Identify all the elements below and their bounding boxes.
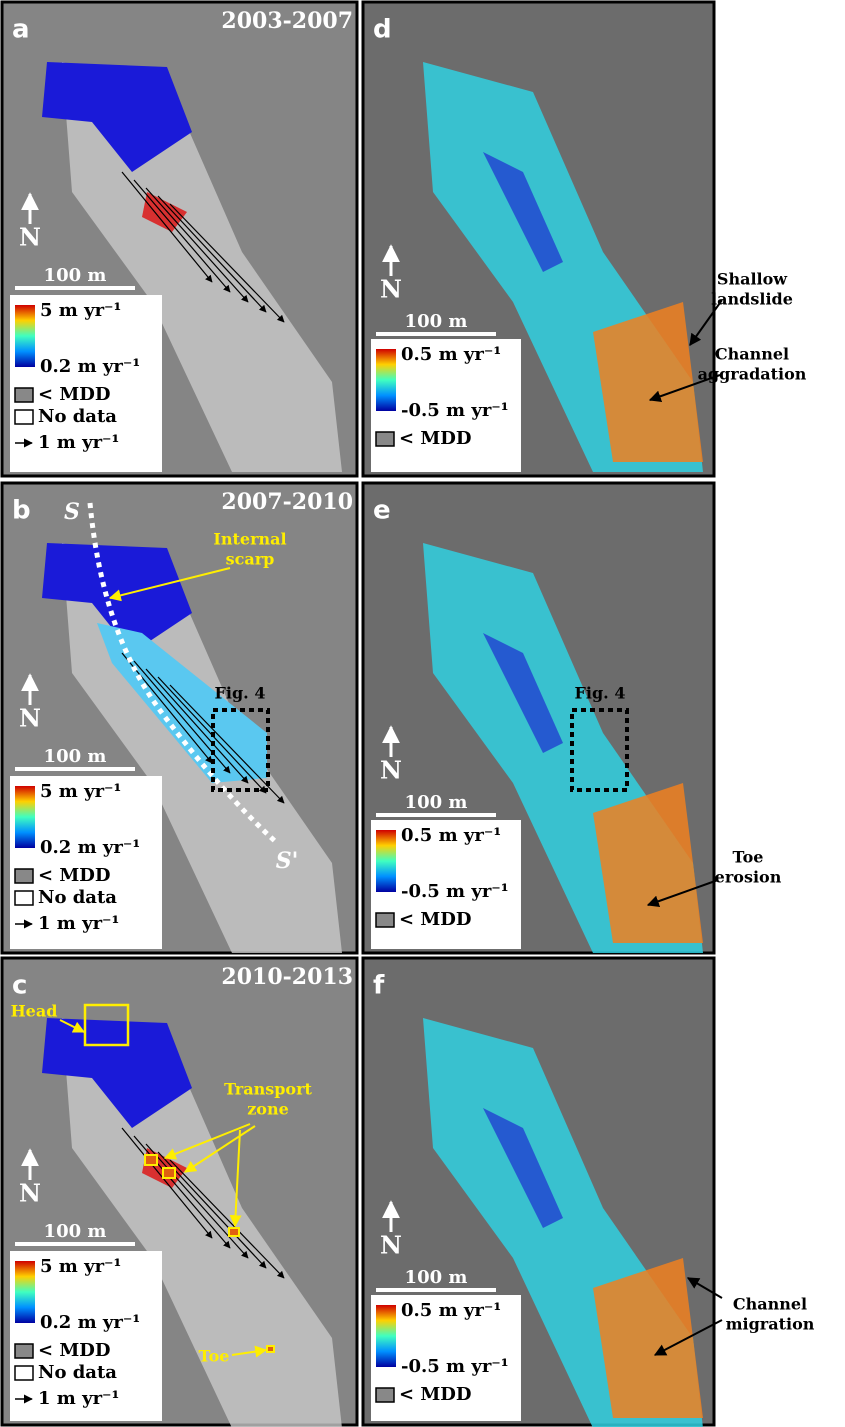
scale-label: 100 m	[405, 792, 468, 813]
colorbar	[376, 830, 396, 892]
north-label: N	[380, 1231, 402, 1260]
legend-max: 5 m yr⁻¹	[40, 1256, 121, 1277]
panel-letter: d	[373, 15, 392, 45]
period-label: 2003-2007	[221, 8, 353, 34]
legend-max: 0.5 m yr⁻¹	[401, 1300, 501, 1321]
annotation: migration	[726, 1315, 815, 1334]
colorbar	[15, 305, 35, 367]
nodata-swatch	[15, 410, 33, 424]
colorbar	[376, 349, 396, 411]
legend-max: 5 m yr⁻¹	[40, 300, 121, 321]
north-label: N	[19, 223, 41, 252]
colorbar	[15, 1261, 35, 1323]
figure: a2003-2007N100 m5 m yr⁻¹0.2 m yr⁻¹< MDDN…	[0, 0, 845, 1427]
legend-min: 0.2 m yr⁻¹	[40, 837, 140, 858]
panel-letter: a	[12, 15, 30, 45]
legend-min: 0.2 m yr⁻¹	[40, 1312, 140, 1333]
legend-min: -0.5 m yr⁻¹	[401, 881, 509, 902]
scale-label: 100 m	[44, 746, 107, 767]
annotation: Transport	[224, 1080, 312, 1099]
annotation: zone	[247, 1100, 289, 1119]
legend-mdd: < MDD	[38, 865, 111, 886]
legend-mdd: < MDD	[38, 1340, 111, 1361]
annotation: Fig. 4	[215, 684, 266, 703]
annotation: landslide	[711, 290, 793, 309]
region-box	[163, 1168, 175, 1178]
legend-nodata: No data	[38, 887, 117, 908]
mdd-swatch	[376, 913, 394, 927]
annotation: Channel	[715, 345, 789, 364]
panel-letter: c	[12, 971, 27, 1001]
panel: e N100 m 0.5 m yr⁻¹ -0.5 m yr⁻¹ < MDD Fig. 4 T…	[363, 483, 782, 953]
region-box	[229, 1228, 239, 1236]
annotation: erosion	[715, 868, 782, 887]
region-box	[145, 1155, 157, 1165]
north-label: N	[380, 275, 402, 304]
annotation: Fig. 4	[575, 684, 626, 703]
north-label: N	[19, 1179, 41, 1208]
panel-letter: e	[373, 496, 391, 526]
colorbar	[376, 1305, 396, 1367]
colorbar	[15, 786, 35, 848]
legend-mdd: < MDD	[38, 384, 111, 405]
scale-label: 100 m	[405, 1267, 468, 1288]
legend-min: 0.2 m yr⁻¹	[40, 356, 140, 377]
annotation: Channel	[733, 1295, 807, 1314]
mdd-swatch	[376, 1388, 394, 1402]
annotation: S	[64, 499, 80, 525]
period-label: 2007-2010	[221, 489, 353, 515]
annotation: Toe	[199, 1347, 230, 1366]
annotation: aggradation	[698, 365, 807, 384]
mdd-swatch	[376, 432, 394, 446]
legend-arrow: 1 m yr⁻¹	[38, 913, 119, 934]
mdd-swatch	[15, 1344, 33, 1358]
nodata-swatch	[15, 891, 33, 905]
north-label: N	[380, 756, 402, 785]
scale-label: 100 m	[405, 311, 468, 332]
legend-max: 0.5 m yr⁻¹	[401, 344, 501, 365]
mdd-swatch	[15, 869, 33, 883]
legend-nodata: No data	[38, 1362, 117, 1383]
legend-mdd: < MDD	[399, 428, 472, 449]
legend-mdd: < MDD	[399, 1384, 472, 1405]
mdd-swatch	[15, 388, 33, 402]
legend-max: 5 m yr⁻¹	[40, 781, 121, 802]
scale-label: 100 m	[44, 265, 107, 286]
legend-mdd: < MDD	[399, 909, 472, 930]
legend-max: 0.5 m yr⁻¹	[401, 825, 501, 846]
annotation: Internal	[213, 530, 286, 549]
annotation: Head	[11, 1002, 58, 1021]
annotation: S'	[276, 848, 299, 874]
legend-nodata: No data	[38, 406, 117, 427]
legend-arrow: 1 m yr⁻¹	[38, 1388, 119, 1409]
legend-min: -0.5 m yr⁻¹	[401, 400, 509, 421]
panel-letter: b	[12, 496, 31, 526]
panel-letter: f	[373, 971, 385, 1001]
legend-min: -0.5 m yr⁻¹	[401, 1356, 509, 1377]
legend-arrow: 1 m yr⁻¹	[38, 432, 119, 453]
annotation: Shallow	[717, 270, 788, 289]
nodata-swatch	[15, 1366, 33, 1380]
north-label: N	[19, 704, 41, 733]
scale-label: 100 m	[44, 1221, 107, 1242]
period-label: 2010-2013	[221, 964, 353, 990]
annotation: scarp	[226, 550, 275, 569]
region-box	[267, 1346, 274, 1352]
annotation: Toe	[733, 848, 764, 867]
